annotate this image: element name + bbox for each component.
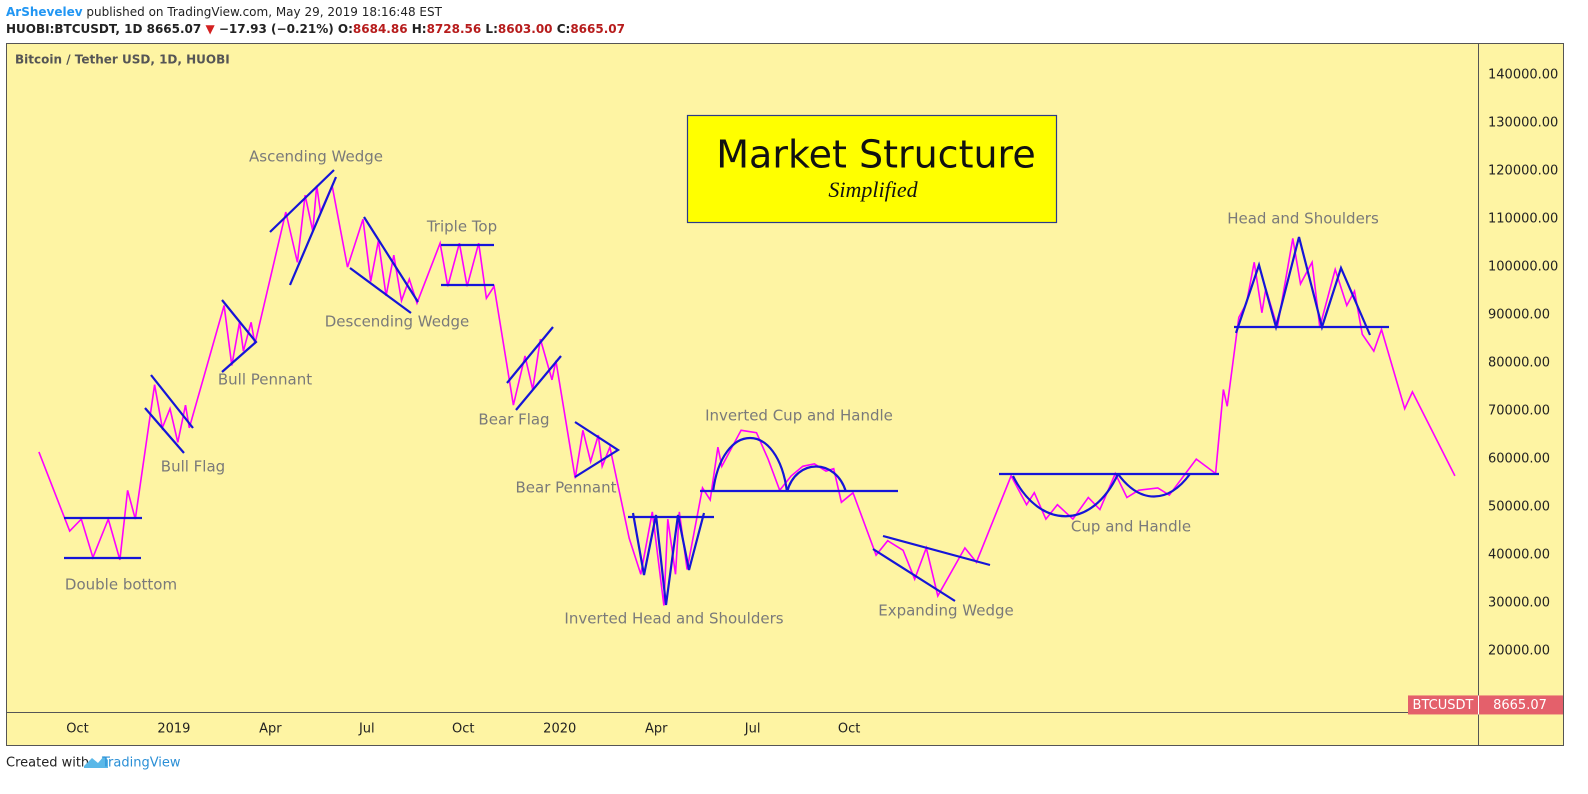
annotation: Cup and Handle xyxy=(1071,518,1191,536)
bear-flag-lines xyxy=(506,326,562,411)
legend-title: Bitcoin / Tether USD, 1D, HUOBI xyxy=(15,53,230,67)
x-tick-label: 2020 xyxy=(543,722,576,737)
x-tick-label: Oct xyxy=(838,722,860,737)
header-line-1: ArShevelev published on TradingView.com,… xyxy=(6,5,443,19)
descending-wedge-lines xyxy=(349,216,419,314)
bear-pennant-lines xyxy=(574,421,621,478)
price-tag-symbol: BTCUSDT xyxy=(1413,698,1474,713)
y-tick-label: 30000.00 xyxy=(1488,596,1550,611)
footer-logo xyxy=(84,756,108,768)
close-label: C: xyxy=(557,22,571,36)
header-line-2: HUOBI:BTCUSDT, 1D 8665.07 ▼ −17.93 (−0.2… xyxy=(6,22,625,36)
y-tick-label: 60000.00 xyxy=(1488,452,1550,467)
y-tick-label: 90000.00 xyxy=(1488,308,1550,323)
title-box xyxy=(686,114,1058,224)
y-tick-label: 120000.00 xyxy=(1488,164,1558,179)
annotation: Head and Shoulders xyxy=(1227,210,1379,228)
published: published on TradingView.com, May 29, 20… xyxy=(86,5,442,19)
x-tick-label: Jul xyxy=(744,722,761,737)
annotation: Inverted Head and Shoulders xyxy=(564,610,783,628)
change: −17.93 (−0.21%) xyxy=(219,22,334,36)
price: 8665.07 xyxy=(147,22,202,36)
symbol: HUOBI:BTCUSDT, 1D xyxy=(6,22,142,36)
annotation: Ascending Wedge xyxy=(249,148,383,166)
footer-brand[interactable]: TradingView xyxy=(101,756,181,771)
open: 8684.86 xyxy=(353,22,408,36)
footer-created: Created with xyxy=(6,756,89,771)
y-tick-label: 130000.00 xyxy=(1488,116,1558,131)
annotation: Expanding Wedge xyxy=(878,602,1014,620)
x-tick-label: Jul xyxy=(358,722,375,737)
y-tick-label: 50000.00 xyxy=(1488,500,1550,515)
cup-handle-lines xyxy=(999,472,1219,518)
x-tick-label: Oct xyxy=(452,722,474,737)
x-tick-label: Apr xyxy=(645,722,668,737)
x-tick-label: Oct xyxy=(66,722,88,737)
ascending-wedge-lines xyxy=(269,169,338,286)
bull-pennant-lines xyxy=(221,299,258,373)
annotation: Inverted Cup and Handle xyxy=(705,407,893,425)
annotation: Bear Flag xyxy=(478,411,549,429)
inverted-cup-lines xyxy=(700,437,898,493)
y-tick-label: 40000.00 xyxy=(1488,548,1550,563)
price-tag-value: 8665.07 xyxy=(1493,698,1547,713)
x-tick-label: Apr xyxy=(259,722,282,737)
inverse-hs-lines xyxy=(628,512,714,606)
y-tick-label: 80000.00 xyxy=(1488,356,1550,371)
expanding-wedge-lines xyxy=(872,534,991,602)
annotation: Double bottom xyxy=(65,576,177,594)
y-tick-label: 100000.00 xyxy=(1488,260,1558,275)
annotation: Bear Pennant xyxy=(516,479,617,497)
author[interactable]: ArShevelev xyxy=(6,5,83,19)
open-label: O: xyxy=(338,22,353,36)
bull-flag-lines xyxy=(144,374,194,454)
y-tick-label: 140000.00 xyxy=(1488,68,1558,83)
chart-subtitle: Simplified xyxy=(828,177,918,202)
change-arrow: ▼ xyxy=(205,22,215,36)
y-tick-label: 110000.00 xyxy=(1488,212,1558,227)
high-label: H: xyxy=(412,22,427,36)
annotation: Triple Top xyxy=(426,218,497,236)
price-tag xyxy=(1408,695,1563,715)
pattern-lines xyxy=(64,169,1389,606)
head-shoulders-lines xyxy=(1234,236,1389,336)
y-tick-label: 70000.00 xyxy=(1488,404,1550,419)
annotation: Bull Pennant xyxy=(218,371,312,389)
low: 8603.00 xyxy=(498,22,553,36)
chart-title: Market Structure xyxy=(716,133,1035,177)
double-bottom-lines xyxy=(64,516,142,560)
low-label: L: xyxy=(485,22,497,36)
triple-top-lines xyxy=(441,243,494,287)
price-line xyxy=(38,182,1456,606)
annotation: Descending Wedge xyxy=(325,313,470,331)
close: 8665.07 xyxy=(570,22,625,36)
high: 8728.56 xyxy=(427,22,482,36)
y-tick-label: 20000.00 xyxy=(1488,644,1550,659)
x-tick-label: 2019 xyxy=(157,722,190,737)
annotation: Bull Flag xyxy=(161,458,225,476)
